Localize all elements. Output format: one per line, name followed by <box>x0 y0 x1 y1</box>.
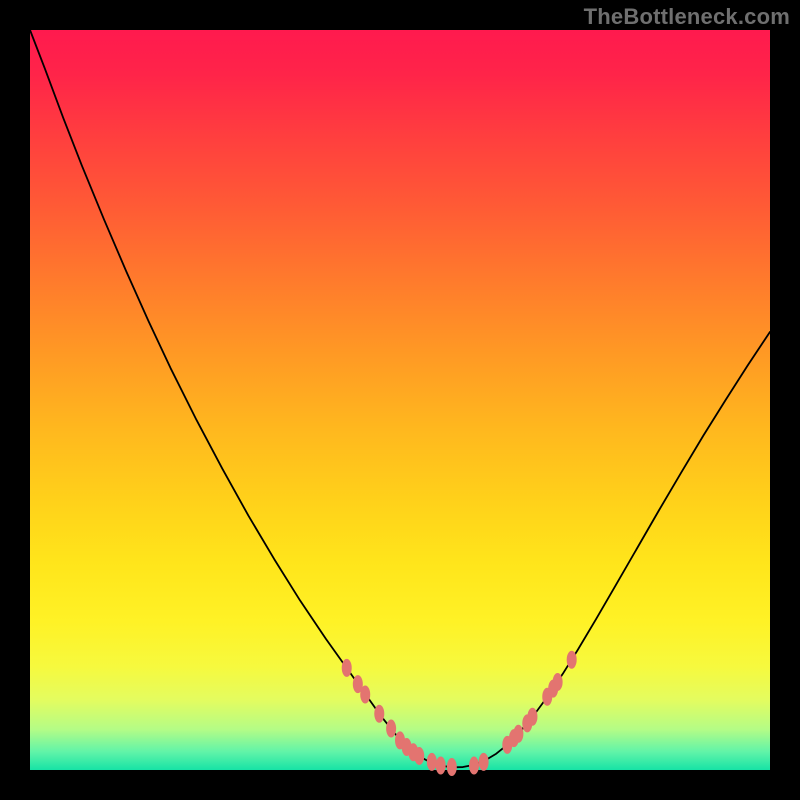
scatter-marker <box>527 708 537 726</box>
watermark-label: TheBottleneck.com <box>584 4 790 30</box>
chart-frame: TheBottleneck.com <box>0 0 800 800</box>
scatter-marker <box>553 673 563 691</box>
scatter-marker <box>479 753 489 771</box>
scatter-marker <box>374 705 384 723</box>
scatter-marker <box>386 720 396 738</box>
scatter-marker <box>469 757 479 775</box>
scatter-marker <box>342 659 352 677</box>
plot-background <box>30 30 770 770</box>
scatter-marker <box>427 753 437 771</box>
scatter-marker <box>436 757 446 775</box>
scatter-marker <box>414 747 424 765</box>
scatter-marker <box>360 686 370 704</box>
scatter-marker <box>447 758 457 776</box>
scatter-marker <box>567 651 577 669</box>
scatter-marker <box>513 725 523 743</box>
bottleneck-chart <box>0 0 800 800</box>
